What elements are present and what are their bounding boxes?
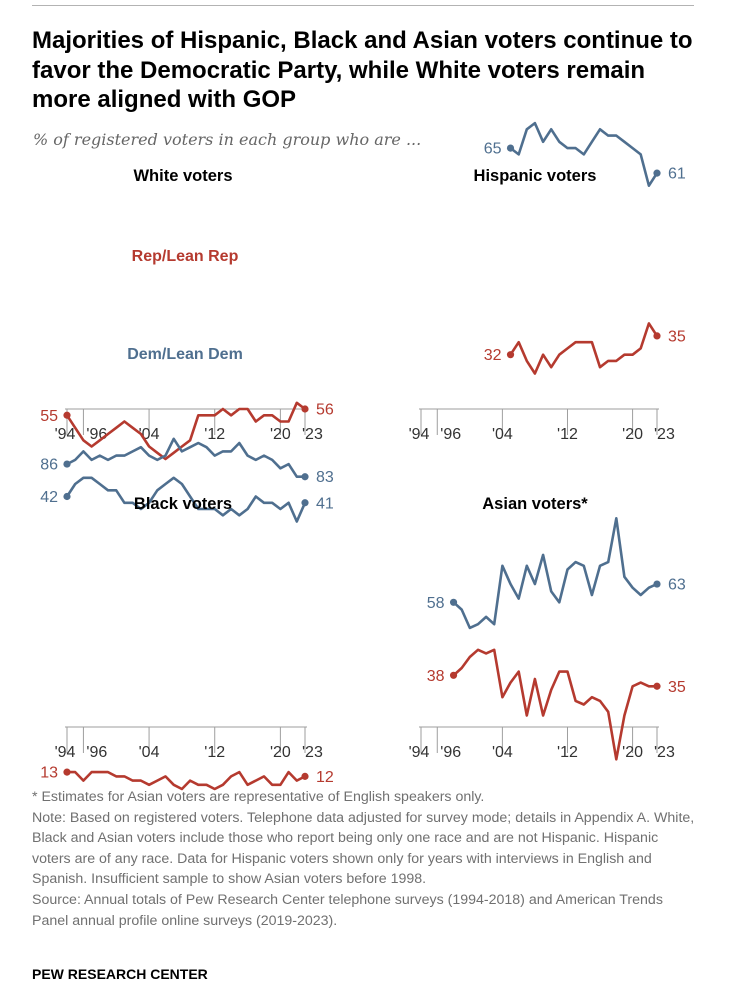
x-tick-label-94: '94: [409, 744, 430, 761]
start-point-dem: [63, 460, 71, 468]
series-rep: 32 35: [484, 322, 686, 375]
x-tick-label-20: '20: [270, 426, 291, 443]
x-tick-label-04: '04: [492, 744, 513, 761]
start-value-label-dem: 86: [40, 457, 58, 474]
end-point-dem: [653, 169, 661, 177]
series-line-dem: [65, 476, 307, 523]
x-tick-label-12: '12: [557, 744, 578, 761]
panel-title-asian-voters: Asian voters*: [482, 495, 588, 513]
x-tick-label-94: '94: [55, 426, 76, 443]
start-point-rep: [63, 411, 71, 419]
end-value-label-rep: 35: [668, 328, 686, 345]
series-line-rep: [509, 322, 659, 375]
x-tick-label-12: '12: [204, 744, 225, 761]
top-rule: [32, 5, 694, 6]
x-tick-label-94: '94: [55, 744, 76, 761]
x-tick-label-20: '20: [622, 426, 643, 443]
start-value-label-rep: 32: [484, 347, 502, 364]
notes-block: * Estimates for Asian voters are represe…: [32, 787, 700, 931]
x-tick-label-23: '23: [654, 426, 675, 443]
series-dem: 65 61: [484, 121, 686, 187]
x-tick-label-96: '96: [440, 744, 461, 761]
x-tick-label-23: '23: [302, 426, 323, 443]
end-value-label-dem: 63: [668, 577, 686, 594]
panel-title-hispanic-voters: Hispanic voters: [474, 167, 597, 185]
panel-black-voters: Black voters '94 '96 '04 '12 '20 '23 86 83 13 12: [40, 437, 334, 791]
end-point-rep: [301, 772, 309, 780]
pew-credit: PEW RESEARCH CENTER: [32, 966, 208, 982]
series-rep: 13 12: [40, 765, 334, 791]
x-tick-label-12: '12: [204, 426, 225, 443]
end-value-label-rep: 12: [316, 769, 334, 786]
series-line-rep: [452, 648, 659, 761]
end-point-dem: [653, 580, 661, 588]
start-point-rep: [506, 351, 515, 359]
end-value-label-dem: 83: [316, 469, 334, 486]
x-tick-label-20: '20: [270, 744, 291, 761]
end-point-rep: [653, 332, 661, 340]
start-point-dem: [449, 598, 458, 606]
start-value-label-dem: 65: [484, 141, 502, 158]
x-tick-label-04: '04: [492, 426, 513, 443]
end-point-dem: [301, 473, 309, 481]
x-tick-label-96: '96: [440, 426, 461, 443]
end-value-label-rep: 35: [668, 679, 686, 696]
end-value-label-dem: 61: [668, 166, 686, 183]
series-line-dem: [65, 437, 307, 479]
series-rep: 55 56 Rep/Lean Rep: [40, 248, 334, 461]
start-point-dem: [63, 492, 71, 501]
x-tick-label-20: '20: [622, 744, 643, 761]
start-value-label-dem: 58: [427, 595, 445, 612]
end-value-label-dem: 41: [316, 495, 334, 512]
panel-title-black-voters: Black voters: [134, 495, 232, 513]
chart-title: Majorities of Hispanic, Black and Asian …: [32, 27, 693, 113]
asterisk-note: * Estimates for Asian voters are represe…: [32, 789, 485, 805]
series-dem: 58 63: [427, 516, 686, 630]
series-line-rep: [65, 770, 307, 791]
panel-title-white-voters: White voters: [133, 167, 232, 185]
start-value-label-rep: 13: [40, 765, 58, 782]
end-value-label-rep: 56: [316, 402, 334, 419]
series-rep: 38 35: [427, 648, 686, 761]
start-point-rep: [63, 768, 71, 776]
series-name-rep: Rep/Lean Rep: [132, 248, 239, 265]
end-point-dem: [301, 499, 309, 507]
series-line-dem: [509, 121, 659, 187]
series-line-dem: [452, 516, 659, 630]
start-point-rep: [449, 671, 458, 679]
x-tick-label-94: '94: [409, 426, 430, 443]
chart-subtitle: % of registered voters in each group who…: [33, 130, 422, 149]
end-point-rep: [301, 405, 309, 413]
start-value-label-rep: 38: [427, 668, 445, 685]
end-point-rep: [653, 682, 661, 690]
panel-hispanic-voters: Hispanic voters'94'96'04'12'20'236561323…: [409, 121, 686, 443]
start-value-label-rep: 55: [40, 408, 58, 425]
start-point-dem: [506, 144, 515, 152]
series-dem: 42 41 Dem/Lean Dem: [40, 346, 334, 523]
x-tick-label-23: '23: [302, 744, 323, 761]
x-tick-label-23: '23: [654, 744, 675, 761]
method-note: Note: Based on registered voters. Teleph…: [32, 809, 695, 888]
source-note: Source: Annual totals of Pew Research Ce…: [32, 891, 663, 929]
x-tick-label-04: '04: [139, 744, 160, 761]
start-value-label-dem: 42: [40, 489, 58, 506]
series-line-rep: [65, 401, 307, 461]
series-name-dem: Dem/Lean Dem: [127, 346, 243, 363]
x-tick-label-96: '96: [86, 744, 107, 761]
panel-asian-voters: Asian voters* '94 '96 '04 '12 '20 '23 58 63 38 35: [409, 495, 686, 761]
x-tick-label-96: '96: [86, 426, 107, 443]
series-dem: 86 83: [40, 437, 334, 486]
x-tick-label-12: '12: [557, 426, 578, 443]
